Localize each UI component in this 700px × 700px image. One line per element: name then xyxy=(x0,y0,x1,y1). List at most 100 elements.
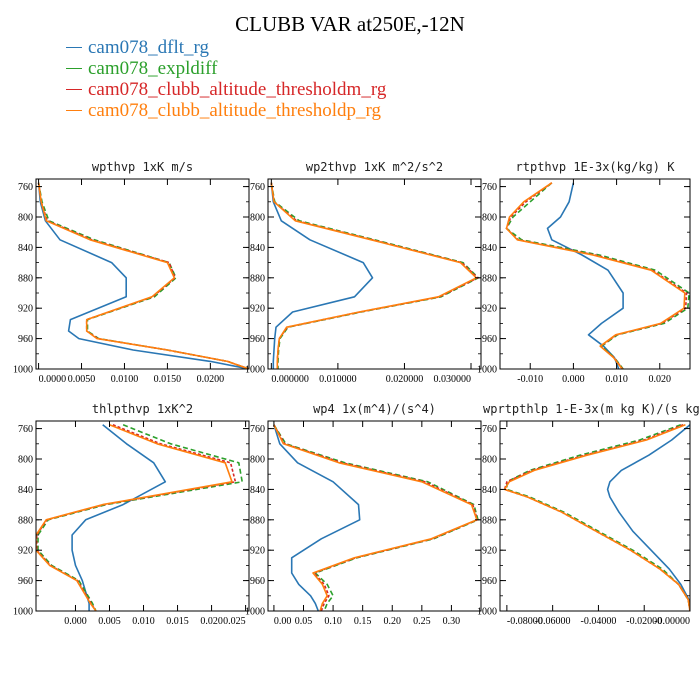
series-line xyxy=(270,182,478,369)
x-tick-label: 0.0150 xyxy=(154,374,182,385)
y-tick-label: 880 xyxy=(482,273,497,284)
y-tick-label: 1000 xyxy=(245,365,265,376)
series-group xyxy=(503,424,690,611)
series-group xyxy=(505,182,690,369)
plot-frame xyxy=(499,420,691,612)
series-line xyxy=(71,424,167,611)
y-tick-label: 800 xyxy=(482,455,497,466)
plot-frame xyxy=(267,420,482,612)
y-tick-label: 1000 xyxy=(477,607,497,618)
y-tick-label: 880 xyxy=(18,273,33,284)
plot-frame xyxy=(267,178,482,370)
legend-swatch xyxy=(66,89,82,90)
x-tick-label: 0.010 xyxy=(605,374,628,385)
x-tick-label: 0.15 xyxy=(354,616,372,627)
series-line xyxy=(503,424,690,611)
panel-title: wp4 1x(m^4)/(s^4) xyxy=(313,402,436,416)
y-tick-label: 760 xyxy=(250,424,265,435)
y-tick-label: 1000 xyxy=(245,607,265,618)
y-tick-label: 760 xyxy=(482,182,497,193)
series-line xyxy=(273,424,479,611)
plot-frame xyxy=(35,420,250,612)
legend-label: cam078_dflt_rg xyxy=(88,37,210,58)
legend-label: cam078_clubb_altitude_thresholdp_rg xyxy=(88,100,382,121)
x-tick-label: -0.00000 xyxy=(654,616,690,627)
legend-swatch xyxy=(66,110,82,111)
y-tick-label: 1000 xyxy=(477,365,497,376)
x-tick-label: 0.0050 xyxy=(68,374,96,385)
series-line xyxy=(273,424,479,611)
y-tick-label: 960 xyxy=(482,576,497,587)
chart-panel-6: wprtpthlp 1-E-3x(m kg K)/(s kg) 760 800 840… xyxy=(477,402,700,627)
y-tick-label: 920 xyxy=(18,304,33,315)
y-tick-label: 840 xyxy=(250,243,265,254)
y-tick-label: 880 xyxy=(482,515,497,526)
series-line xyxy=(36,424,237,611)
x-tick-label: 0.0000 xyxy=(39,374,67,385)
chart-panel-5: wp4 1x(m^4)/(s^4) 760 800 840 880 920 960 1000 0… xyxy=(245,402,482,627)
x-tick-label: 0.05 xyxy=(295,616,313,627)
figure-title: CLUBB VAR at250E,-12N xyxy=(235,12,465,36)
x-tick-label: 0.000 xyxy=(562,374,585,385)
x-tick-label: 0.20 xyxy=(384,616,402,627)
plot-frame xyxy=(35,178,250,370)
x-tick-label: 0.000 xyxy=(64,616,87,627)
series-group xyxy=(36,424,243,611)
x-tick-label: -0.04000 xyxy=(581,616,617,627)
y-tick-label: 960 xyxy=(482,334,497,345)
chart-panel-3: rtpthvp 1E-3x(kg/kg) K 760 800 840 880 920 960… xyxy=(477,160,691,385)
panel-title: thlpthvp 1xK^2 xyxy=(92,402,193,416)
y-tick-label: 920 xyxy=(250,546,265,557)
series-line xyxy=(37,182,249,369)
series-line xyxy=(273,424,361,611)
legend-label: cam078_clubb_altitude_thresholdm_rg xyxy=(88,79,387,100)
y-tick-label: 760 xyxy=(18,424,33,435)
x-tick-label: -0.02000 xyxy=(626,616,662,627)
y-tick-label: 880 xyxy=(250,515,265,526)
x-tick-label: 0.10 xyxy=(324,616,342,627)
series-group xyxy=(270,182,480,369)
x-tick-label: 0.000000 xyxy=(271,374,309,385)
series-line xyxy=(270,182,374,369)
y-tick-label: 800 xyxy=(250,455,265,466)
x-tick-label: 0.010 xyxy=(132,616,155,627)
y-tick-label: 800 xyxy=(18,213,33,224)
y-tick-label: 920 xyxy=(250,304,265,315)
chart-panel-4: thlpthvp 1xK^2 760 800 840 880 920 960 1000 0.00… xyxy=(13,402,250,627)
x-tick-label: 0.0200 xyxy=(197,374,225,385)
x-tick-label: 0.015 xyxy=(166,616,189,627)
x-tick-label: -0.06000 xyxy=(535,616,571,627)
x-tick-label: 0.0100 xyxy=(111,374,139,385)
chart-panel-1: wpthvp 1xK m/s 760 800 840 880 920 960 1000 0.00… xyxy=(13,160,250,385)
x-tick-label: 0.020 xyxy=(649,374,672,385)
series-line xyxy=(270,182,480,369)
series-line xyxy=(505,182,686,369)
x-tick-label: 0.030000 xyxy=(434,374,472,385)
y-tick-label: 840 xyxy=(482,485,497,496)
panel-title: wpthvp 1xK m/s xyxy=(92,160,193,174)
x-tick-label: 0.00 xyxy=(274,616,292,627)
x-tick-label: 0.30 xyxy=(443,616,461,627)
series-line xyxy=(546,182,624,369)
x-tick-label: 0.025 xyxy=(223,616,246,627)
series-group xyxy=(37,182,249,369)
y-tick-label: 1000 xyxy=(13,365,33,376)
x-tick-label: -0.010 xyxy=(517,374,543,385)
panel-title: rtpthvp 1E-3x(kg/kg) K xyxy=(516,160,676,174)
series-line xyxy=(36,424,233,611)
y-tick-label: 880 xyxy=(250,273,265,284)
legend-entry: cam078_dflt_rg xyxy=(66,37,386,58)
y-tick-label: 960 xyxy=(250,576,265,587)
legend-swatch xyxy=(66,68,82,69)
y-tick-label: 920 xyxy=(18,546,33,557)
legend-swatch xyxy=(66,47,82,48)
y-tick-label: 960 xyxy=(250,334,265,345)
chart-panel-2: wp2thvp 1xK m^2/s^2 760 800 840 880 920 960 100… xyxy=(245,160,482,385)
y-tick-label: 800 xyxy=(18,455,33,466)
legend-entry: cam078_clubb_altitude_thresholdp_rg xyxy=(66,100,386,121)
x-tick-label: 0.020000 xyxy=(386,374,424,385)
series-group xyxy=(273,424,479,611)
series-line xyxy=(273,424,478,611)
y-tick-label: 800 xyxy=(482,213,497,224)
